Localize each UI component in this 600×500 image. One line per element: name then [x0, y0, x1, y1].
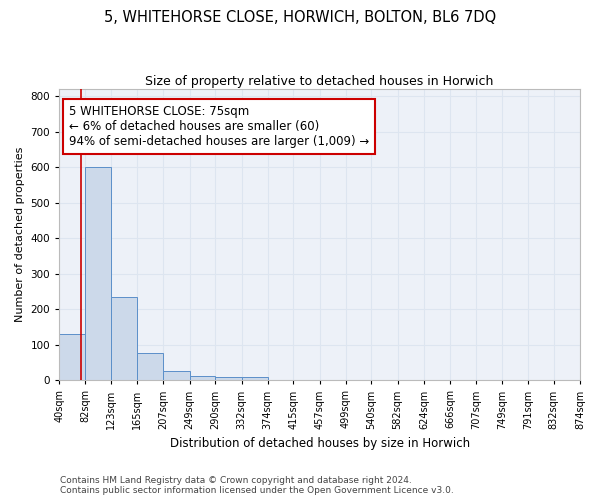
X-axis label: Distribution of detached houses by size in Horwich: Distribution of detached houses by size … [170, 437, 470, 450]
Bar [111, 297, 137, 380]
Bar [242, 376, 268, 380]
Y-axis label: Number of detached properties: Number of detached properties [15, 147, 25, 322]
Bar [190, 376, 215, 380]
Text: Contains HM Land Registry data © Crown copyright and database right 2024.
Contai: Contains HM Land Registry data © Crown c… [60, 476, 454, 495]
Bar [137, 352, 163, 380]
Bar [163, 372, 190, 380]
Text: 5 WHITEHORSE CLOSE: 75sqm
← 6% of detached houses are smaller (60)
94% of semi-d: 5 WHITEHORSE CLOSE: 75sqm ← 6% of detach… [68, 105, 369, 148]
Bar [59, 334, 85, 380]
Bar [85, 168, 111, 380]
Bar [215, 377, 242, 380]
Text: 5, WHITEHORSE CLOSE, HORWICH, BOLTON, BL6 7DQ: 5, WHITEHORSE CLOSE, HORWICH, BOLTON, BL… [104, 10, 496, 25]
Title: Size of property relative to detached houses in Horwich: Size of property relative to detached ho… [145, 75, 494, 88]
